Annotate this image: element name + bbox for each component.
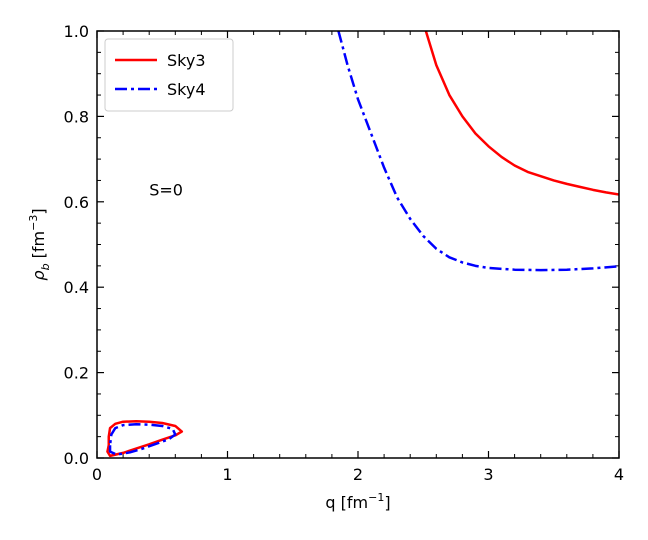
- legend-label-sky4: Sky4: [167, 80, 206, 99]
- annotation-text: S=0: [149, 180, 183, 199]
- y-tick-label: 0.6: [64, 193, 89, 212]
- y-tick-label: 1.0: [64, 22, 89, 41]
- series-line-sky4-high: [337, 31, 619, 272]
- series-line-sky4-loop: [108, 423, 177, 456]
- tick-labels: 0 1 2 3 4 0.0 0.2 0.4 0.6 0.8 1.0: [64, 22, 625, 484]
- y-tick-label: 0.2: [64, 364, 89, 383]
- y-axis-label: ρb [fm−3]: [27, 208, 52, 280]
- plot-frame: [96, 30, 620, 459]
- series-layer: [106, 31, 619, 458]
- x-tick-label: 0: [92, 465, 102, 484]
- y-tick-label: 0.0: [64, 449, 89, 468]
- x-tick-label: 2: [353, 465, 363, 484]
- x-tick-label: 4: [614, 465, 624, 484]
- legend-label-sky3: Sky3: [167, 51, 206, 70]
- legend: Sky3 Sky4: [104, 38, 234, 112]
- y-tick-label: 0.8: [64, 107, 89, 126]
- x-tick-label: 1: [222, 465, 232, 484]
- x-tick-label: 3: [483, 465, 493, 484]
- y-tick-label: 0.4: [64, 278, 89, 297]
- series-line-sky3-high: [424, 31, 619, 196]
- legend-box: [104, 38, 234, 112]
- x-axis-label: q [fm−1]: [325, 491, 390, 512]
